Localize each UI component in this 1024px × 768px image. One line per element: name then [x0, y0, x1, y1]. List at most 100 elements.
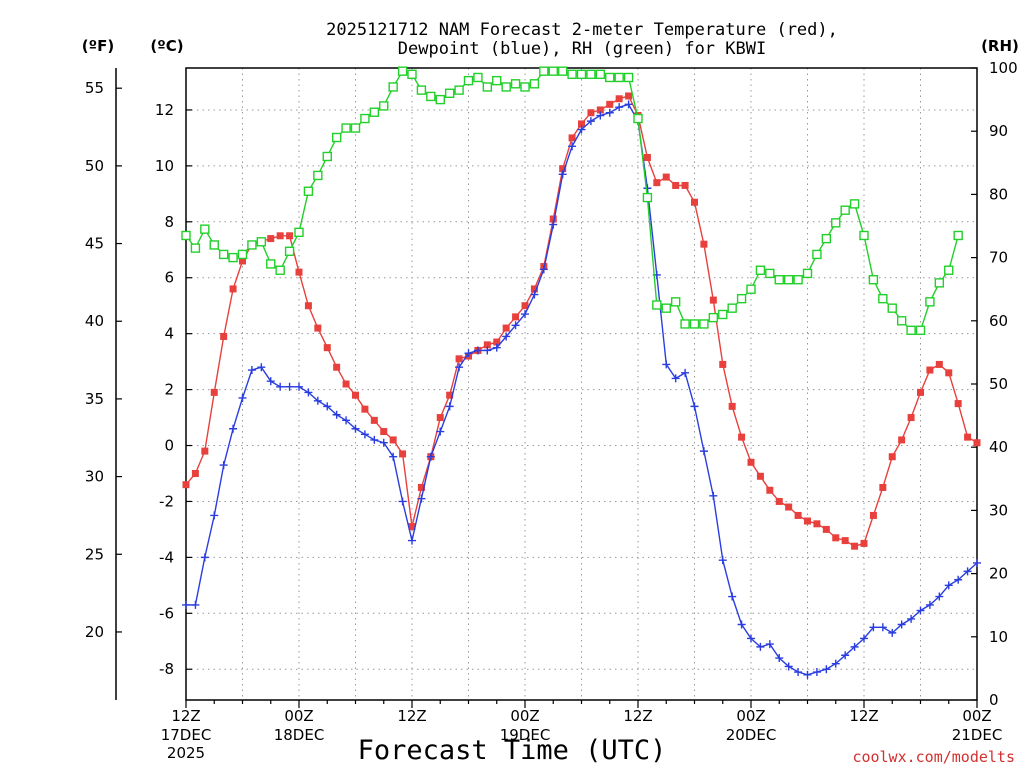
2-meter-temperature-point	[888, 453, 896, 461]
relative-humidity-point	[463, 75, 474, 86]
x-tick-time-label: 00Z	[510, 707, 539, 725]
2-meter-temperature-point	[973, 439, 981, 447]
relative-humidity-point	[774, 275, 784, 285]
relative-humidity-point	[953, 230, 963, 241]
2-meter-temperature-point	[945, 369, 953, 377]
2-meter-temperature-point	[756, 472, 764, 480]
relative-humidity-point	[670, 297, 681, 307]
relative-humidity-point	[605, 72, 615, 83]
relative-humidity-point	[736, 293, 747, 304]
dewpoint-point	[323, 402, 332, 411]
rh-tick-label: 60	[989, 312, 1008, 330]
relative-humidity-point	[237, 249, 248, 260]
dewpoint-point	[699, 447, 708, 456]
relative-humidity-series	[181, 66, 963, 335]
2-meter-temperature-point	[267, 235, 275, 243]
rh-tick-label: 30	[989, 501, 1008, 519]
dewpoint-point	[803, 670, 812, 679]
chart-title-line1: 2025121712 NAM Forecast 2-meter Temperat…	[326, 20, 838, 40]
2-meter-temperature-point	[785, 503, 793, 511]
relative-humidity-point	[303, 186, 314, 196]
dewpoint-point	[718, 556, 727, 565]
dewpoint-point	[200, 553, 209, 562]
dewpoint-point	[690, 402, 699, 411]
2-meter-temperature-point	[672, 181, 680, 189]
relative-humidity-point	[708, 312, 719, 323]
relative-humidity-point	[397, 66, 408, 76]
relative-humidity-point	[407, 69, 417, 80]
relative-humidity-point	[416, 85, 427, 95]
celsius-tick-label: 12	[155, 101, 174, 119]
relative-humidity-point	[426, 91, 436, 102]
2-meter-temperature-point	[964, 433, 972, 441]
2-meter-temperature-point	[276, 232, 284, 240]
relative-humidity-point	[181, 230, 191, 241]
dewpoint-point	[389, 452, 398, 461]
relative-humidity-point	[369, 107, 380, 117]
dewpoint-point	[530, 290, 539, 299]
relative-humidity-point	[623, 72, 634, 83]
2-meter-temperature-point	[700, 240, 708, 248]
2-meter-temperature-point	[662, 173, 670, 181]
dewpoint-point	[511, 321, 520, 330]
relative-humidity-point	[699, 319, 709, 329]
2-meter-temperature-point	[606, 100, 614, 108]
2-meter-temperature-point	[935, 360, 943, 368]
celsius-unit-label: (ºC)	[150, 37, 183, 55]
dewpoint-point	[963, 567, 972, 576]
dewpoint-point	[238, 393, 247, 402]
relative-humidity-point	[322, 151, 332, 162]
2-meter-temperature-point	[578, 120, 585, 128]
x-tick-date-label: 21DEC	[952, 726, 1003, 744]
2-meter-temperature-point	[728, 402, 736, 410]
dewpoint-point	[850, 642, 859, 651]
2-meter-temperature-point	[549, 215, 557, 223]
2-meter-temperature-point	[954, 400, 962, 408]
2-meter-temperature-point	[191, 469, 199, 477]
relative-humidity-point	[812, 249, 822, 260]
2-meter-temperature-series	[182, 92, 981, 550]
2-meter-temperature-point	[483, 341, 491, 349]
dewpoint-point	[521, 310, 529, 319]
credit-text[interactable]: coolwx.com/modelts	[852, 748, 1015, 766]
celsius-tick-label: 4	[164, 325, 174, 343]
2-meter-temperature-point	[201, 447, 209, 455]
2-meter-temperature-point	[869, 511, 877, 519]
dewpoint-point	[728, 592, 737, 601]
dewpoint-point	[191, 600, 200, 609]
x-tick-date-label: 18DEC	[274, 726, 325, 744]
dewpoint-point	[436, 427, 445, 436]
dewpoint-point	[464, 349, 473, 358]
2-meter-temperature-point	[304, 302, 312, 310]
dewpoint-point	[455, 363, 464, 372]
dewpoint-point	[794, 668, 803, 677]
dewpoint-point	[624, 100, 633, 109]
dewpoint-point	[812, 668, 821, 677]
dewpoint-point	[266, 377, 275, 386]
fahrenheit-tick-label: 50	[85, 157, 104, 175]
2-meter-temperature-point	[333, 363, 341, 371]
dewpoint-point	[342, 416, 351, 425]
fahrenheit-tick-label: 30	[85, 468, 104, 486]
dewpoint-point	[747, 634, 755, 643]
2-meter-temperature-point	[239, 257, 246, 265]
2-meter-temperature-point	[879, 483, 887, 491]
relative-humidity-point	[925, 297, 935, 307]
dewpoint-point	[681, 368, 690, 377]
2-meter-temperature-point	[380, 428, 388, 436]
2-meter-temperature-point	[220, 332, 228, 340]
rh-tick-label: 100	[989, 59, 1018, 77]
dewpoint-point	[417, 494, 426, 503]
dewpoint-point	[869, 623, 878, 632]
relative-humidity-point	[689, 319, 700, 329]
dewpoint-point	[709, 491, 718, 500]
2-meter-temperature-point	[399, 450, 407, 458]
dewpoint-point	[219, 461, 228, 470]
x-tick-time-label: 12Z	[849, 707, 878, 725]
2-meter-temperature-point	[615, 95, 623, 103]
relative-humidity-point	[896, 316, 907, 326]
relative-humidity-point	[482, 82, 493, 92]
dewpoint-point	[351, 424, 360, 433]
rh-tick-label: 20	[989, 565, 1008, 583]
celsius-tick-label: 0	[164, 437, 174, 455]
